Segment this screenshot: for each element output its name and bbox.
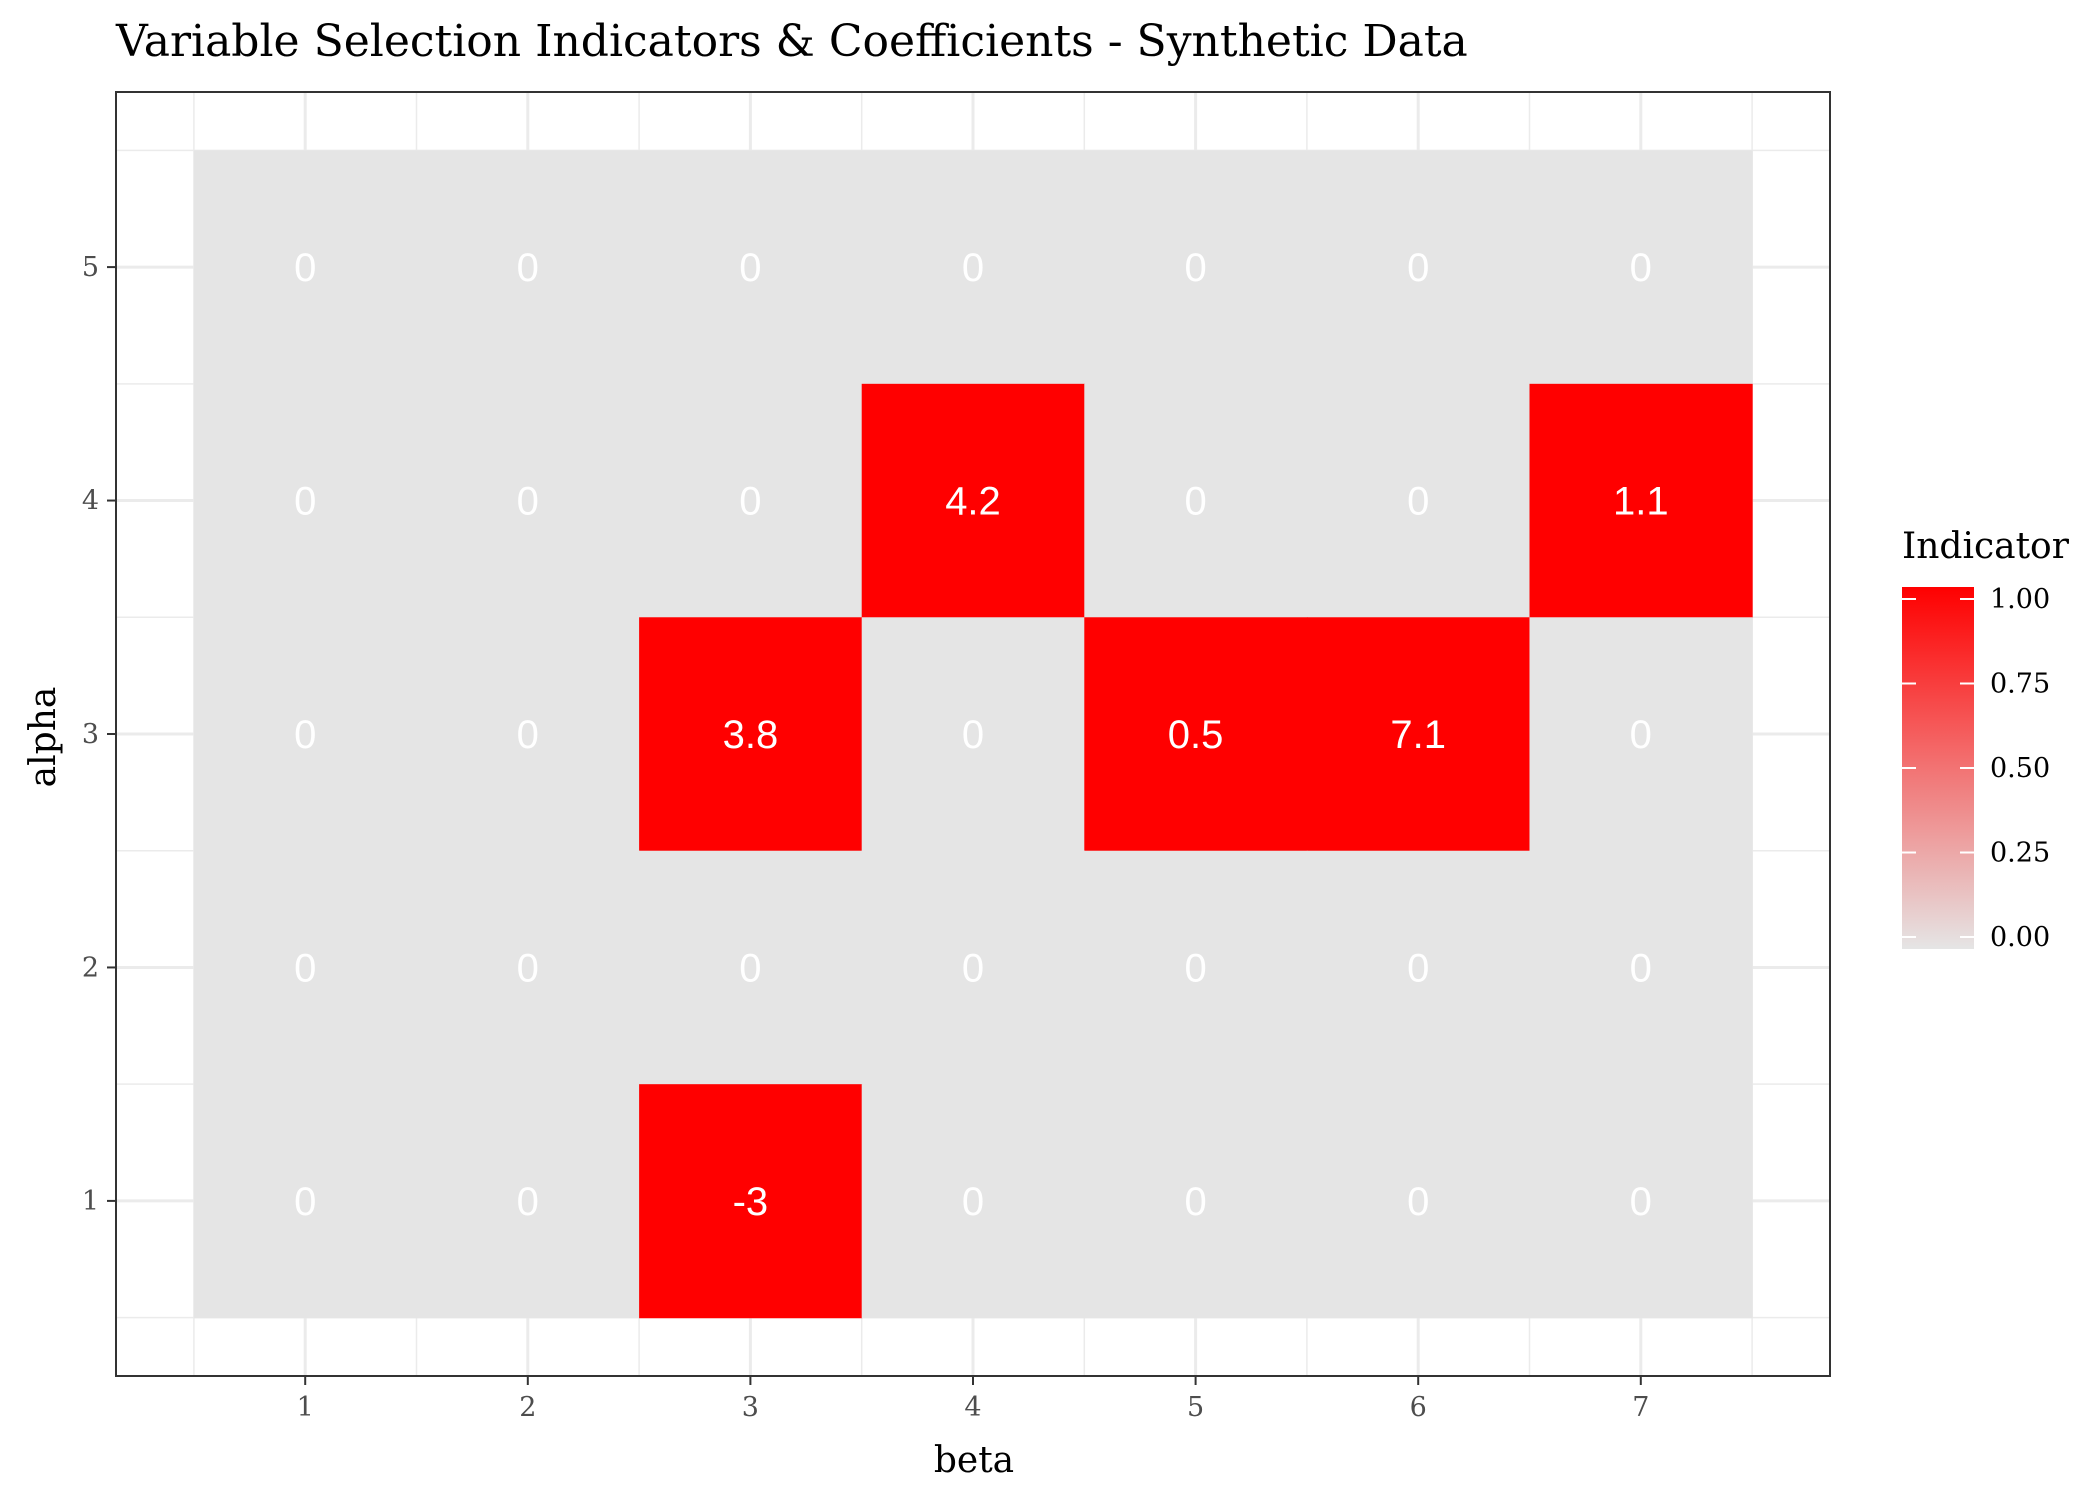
cell-value-label: 7.1	[1390, 713, 1446, 757]
heatmap-cell	[416, 1084, 640, 1319]
cell-value-label: 0	[294, 713, 316, 757]
cell-value-label: 0	[1184, 480, 1206, 524]
heatmap-cell	[1084, 1084, 1308, 1319]
cell-value-label: 0	[739, 246, 761, 290]
cell-value-label: 0	[962, 1180, 984, 1224]
legend-tick-label: 0.00	[1990, 922, 2050, 953]
cell-value-label: 0	[517, 480, 539, 524]
heatmap-cell	[1084, 850, 1308, 1085]
cell-value-label: 0	[294, 1180, 316, 1224]
heatmap-cell	[861, 850, 1085, 1085]
legend-tick-label: 1.00	[1990, 584, 2050, 615]
x-axis-title: beta	[934, 1440, 1014, 1481]
cell-value-label: 0	[517, 946, 539, 990]
cell-value-label: 0	[1184, 246, 1206, 290]
heatmap-cell	[1529, 617, 1753, 852]
heatmap-cell	[1084, 150, 1308, 385]
x-tick-label: 4	[964, 1392, 981, 1423]
heatmap-cell	[1306, 383, 1531, 618]
cell-value-label: 0	[517, 713, 539, 757]
heatmap-cell	[193, 150, 418, 385]
heatmap-cell	[416, 850, 640, 1085]
heatmap-cell	[639, 1084, 863, 1319]
cell-value-label: 0	[1407, 480, 1429, 524]
x-tick-label: 2	[519, 1392, 536, 1423]
y-tick-label: 1	[82, 1186, 99, 1217]
cell-value-label: -3	[733, 1180, 769, 1224]
cell-value-label: 0	[1184, 946, 1206, 990]
heatmap-cell	[416, 150, 640, 385]
heatmap-cell	[639, 383, 863, 618]
cell-value-label: 0	[962, 946, 984, 990]
y-axis: 1 2 3 4 5	[82, 252, 116, 1217]
legend-tick-label: 0.50	[1990, 753, 2050, 784]
heatmap-cell	[861, 150, 1085, 385]
cell-value-label: 3.8	[723, 713, 779, 757]
heatmap-cell	[1306, 150, 1531, 385]
heatmap-cell	[639, 150, 863, 385]
heatmap-cell	[1084, 383, 1308, 618]
heatmap-cell	[1529, 1084, 1753, 1319]
cell-value-label: 0	[517, 246, 539, 290]
y-tick-label: 2	[82, 952, 99, 983]
y-axis-title: alpha	[23, 687, 64, 788]
heatmap-cell	[1306, 850, 1531, 1085]
cell-value-label: 0	[294, 946, 316, 990]
heatmap-cell	[1084, 617, 1308, 852]
heatmap-cell	[639, 850, 863, 1085]
cell-value-label: 0	[517, 1180, 539, 1224]
y-tick-label: 4	[82, 486, 99, 517]
legend-title: Indicator	[1902, 526, 2070, 567]
cell-value-label: 0	[739, 480, 761, 524]
heatmap-cell	[193, 850, 418, 1085]
x-tick-label: 3	[742, 1392, 759, 1423]
cell-value-label: 1.1	[1613, 480, 1669, 524]
heatmap-cell	[861, 1084, 1085, 1319]
x-tick-label: 5	[1187, 1392, 1204, 1423]
heatmap-cell	[193, 1084, 418, 1319]
heatmap-cell	[1306, 617, 1531, 852]
legend-tick-label: 0.25	[1990, 838, 2050, 869]
x-tick-label: 7	[1632, 1392, 1649, 1423]
heatmap-cell	[193, 383, 418, 618]
legend-tick-label: 0.75	[1990, 669, 2050, 700]
cell-value-label: 0.5	[1168, 713, 1224, 757]
y-tick-label: 5	[82, 252, 99, 283]
heatmap-cell	[861, 617, 1085, 852]
x-tick-label: 6	[1410, 1392, 1427, 1423]
cell-value-label: 0	[1630, 713, 1652, 757]
cell-value-label: 0	[739, 946, 761, 990]
heatmap-cell	[1529, 150, 1753, 385]
color-legend: Indicator 0.00 0.25 0.50 0.75 1.00	[1902, 526, 2070, 953]
cell-value-label: 0	[1630, 246, 1652, 290]
cell-value-label: 0	[962, 713, 984, 757]
cell-value-label: 0	[294, 246, 316, 290]
cell-value-label: 0	[1407, 246, 1429, 290]
x-axis: 1 2 3 4 5 6 7	[297, 1376, 1649, 1423]
cell-value-label: 0	[294, 480, 316, 524]
cell-value-label: 0	[1630, 1180, 1652, 1224]
heatmap-cell	[416, 617, 640, 852]
heatmap-cell	[1306, 1084, 1531, 1319]
cell-value-label: 0	[1184, 1180, 1206, 1224]
cell-value-label: 0	[962, 246, 984, 290]
heatmap-cell	[193, 617, 418, 852]
heatmap-cell	[639, 617, 863, 852]
cell-value-label: 4.2	[945, 480, 1001, 524]
heatmap-cell	[416, 383, 640, 618]
cell-value-label: 0	[1630, 946, 1652, 990]
plot-panel: 0 0 0 0 0 0 0 0 0 0 4.2 0 0 1.1 0 0 3.8 0 0.5 7.1 0 0 0 0 0 0 0 0 0 0…	[115, 91, 1831, 1377]
cell-value-label: 0	[1407, 946, 1429, 990]
heatmap-cell	[1529, 850, 1753, 1085]
x-tick-label: 1	[297, 1392, 314, 1423]
chart-title: Variable Selection Indicators & Coeffici…	[115, 16, 1468, 67]
y-tick-label: 3	[82, 719, 99, 750]
heatmap-cell	[861, 383, 1085, 618]
cell-value-label: 0	[1407, 1180, 1429, 1224]
heatmap-cell	[1529, 383, 1753, 618]
